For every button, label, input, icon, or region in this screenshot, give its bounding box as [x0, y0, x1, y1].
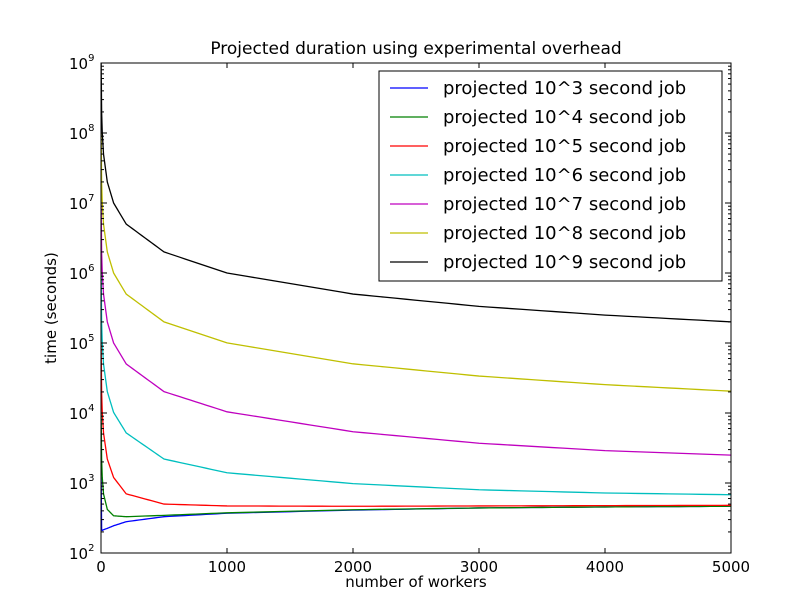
y-tick-exponent: 5	[88, 333, 94, 344]
y-tick-base: 10	[69, 125, 88, 143]
x-tick-label: 2000	[334, 558, 372, 576]
y-tick-base: 10	[69, 55, 88, 73]
legend-entry: projected 10^8 second job	[443, 223, 686, 244]
y-tick-label: 106	[69, 263, 94, 283]
x-tick-label: 0	[96, 558, 106, 576]
y-tick-exponent: 8	[88, 123, 94, 134]
x-tick-label: 1000	[208, 558, 246, 576]
x-tick-label: 4000	[586, 558, 624, 576]
legend: projected 10^3 second job projected 10^4 …	[378, 70, 723, 282]
legend-entry: projected 10^5 second job	[443, 136, 686, 157]
series-line-5	[101, 342, 731, 507]
y-tick-exponent: 7	[88, 193, 94, 204]
legend-entry: projected 10^9 second job	[443, 252, 686, 273]
legend-box	[378, 70, 723, 282]
x-axis-label: number of workers	[345, 573, 487, 591]
y-tick-label: 103	[69, 473, 94, 493]
y-tick-base: 10	[69, 265, 88, 283]
y-tick-base: 10	[69, 475, 88, 493]
legend-entry: projected 10^4 second job	[443, 107, 686, 128]
y-tick-label: 104	[69, 403, 94, 423]
plot-frame	[100, 62, 732, 554]
legend-entry: projected 10^3 second job	[443, 78, 686, 99]
legend-entry: projected 10^6 second job	[443, 165, 686, 186]
y-tick-label: 102	[69, 543, 94, 563]
y-tick-label: 105	[69, 333, 94, 353]
x-tick-label: 5000	[712, 558, 750, 576]
y-tick-base: 10	[69, 545, 88, 563]
y-axis-label: time (seconds)	[42, 252, 60, 364]
y-tick-label: 107	[69, 193, 94, 213]
y-tick-base: 10	[69, 405, 88, 423]
y-tick-label: 109	[69, 53, 94, 73]
y-tick-exponent: 4	[88, 403, 94, 414]
y-tick-exponent: 6	[88, 263, 94, 274]
y-tick-base: 10	[69, 335, 88, 353]
chart-title: Projected duration using experimental ov…	[210, 39, 621, 59]
y-tick-exponent: 9	[88, 53, 94, 64]
series-line-4	[101, 412, 731, 518]
y-tick-base: 10	[69, 195, 88, 213]
y-tick-exponent: 3	[88, 473, 94, 484]
x-tick-label: 3000	[460, 558, 498, 576]
legend-entry: projected 10^7 second job	[443, 194, 686, 215]
y-tick-exponent: 2	[88, 543, 94, 554]
x-axis: 0 1000 2000 3000 4000 5000	[96, 63, 750, 576]
y-tick-label: 108	[69, 123, 94, 143]
